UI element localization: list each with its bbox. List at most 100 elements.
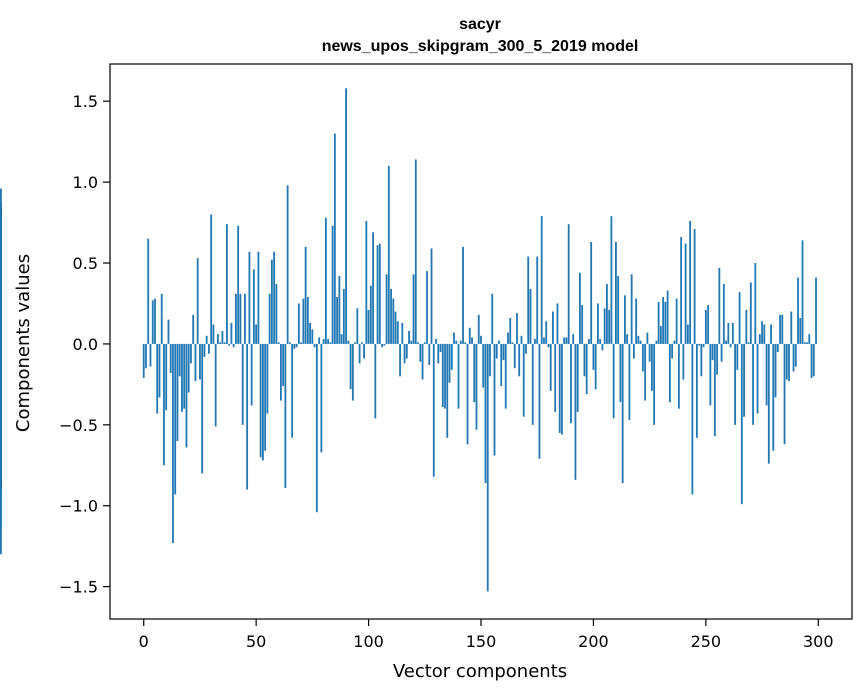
bar-168 [520,335,523,344]
bar-7 [158,343,161,398]
bar-45 [244,293,246,344]
bar-101 [369,285,372,344]
bar-215 [626,334,629,344]
bar-206 [606,284,608,344]
bar-273 [756,343,759,414]
x-tick-label: 250 [691,632,722,651]
x-axis-label: Vector components [393,661,567,682]
bar-39 [230,322,233,344]
bar-14 [174,343,177,495]
bar-274 [758,334,761,344]
bar-153 [486,343,489,592]
bar-84 [331,225,334,344]
bar-112 [394,311,397,344]
bar-245 [693,229,696,344]
bar-6 [156,343,159,414]
bar-100 [367,309,370,344]
bar-177 [540,216,543,344]
x-tick-label: 200 [578,632,609,651]
bar-79 [320,343,323,453]
bar-217 [630,274,633,344]
bar-251 [707,305,709,344]
bar-109 [387,165,390,344]
bar-27 [203,343,206,357]
bar-219 [635,298,638,344]
bar-128 [430,248,433,344]
bar-65 [288,342,291,344]
bar-97 [360,342,363,344]
bar-57 [270,259,273,344]
bar-18 [183,343,186,409]
bar-16 [178,343,181,377]
bar-136 [448,343,451,383]
bar-30 [210,214,213,344]
bar-298 [812,343,815,377]
bar-135 [446,343,449,438]
bar-252 [709,343,712,406]
bar-130 [435,339,437,344]
bar-179 [545,321,548,344]
bar-63 [284,343,287,488]
bar-32 [214,343,217,427]
bar-275 [761,321,763,344]
bars-group [0,88,817,592]
bar-262 [731,322,734,344]
bar-176 [538,343,541,459]
x-tick-label: 0 [139,632,149,651]
bar-107 [383,343,386,346]
bar-250 [704,309,707,344]
bar-33 [217,334,219,344]
bar-46 [246,343,249,490]
bar-272 [754,263,757,344]
bar-119 [410,340,413,344]
bar-139 [455,340,458,344]
bar-120 [412,274,415,344]
bar-268 [745,309,748,344]
bar-193 [576,343,579,412]
bar-99 [365,220,368,344]
bar-142 [462,246,464,344]
bar-244 [691,343,694,495]
bar-188 [565,337,568,344]
bar-255 [716,343,718,375]
bar-295 [806,342,808,344]
bar-278 [767,343,770,464]
bar-222 [641,343,644,372]
bar-132 [439,343,442,353]
bar-undefined [0,343,2,474]
bar-162 [507,332,509,344]
bar-41 [235,293,237,344]
bar-186 [561,343,563,435]
bar-201 [594,343,597,390]
bar-71 [302,298,305,344]
bar-61 [279,343,282,401]
bar-62 [282,343,285,386]
bar-129 [432,343,435,477]
bar-110 [390,288,392,344]
bar-286 [785,343,788,380]
bar-116 [403,343,406,364]
bar-143 [464,342,467,344]
bar-294 [803,342,806,344]
bar-266 [740,343,743,505]
bar-22 [192,314,195,344]
bar-66 [291,343,294,438]
bar-192 [574,343,577,480]
bar-123 [419,343,422,362]
y-axis-label: Components values [13,254,34,432]
bar-125 [423,342,426,344]
bar-226 [650,343,653,391]
bar-247 [698,343,700,346]
bar-91 [347,340,350,344]
bar-124 [421,343,424,380]
bar-185 [558,343,561,433]
bar-77 [315,343,318,513]
bar-52 [259,343,262,458]
bar-40 [232,343,235,348]
bar-292 [799,318,802,344]
bar-156 [493,343,496,456]
bar-9 [163,343,165,466]
bar-11 [167,319,170,344]
bar-276 [763,324,766,344]
bar-64 [286,185,289,344]
